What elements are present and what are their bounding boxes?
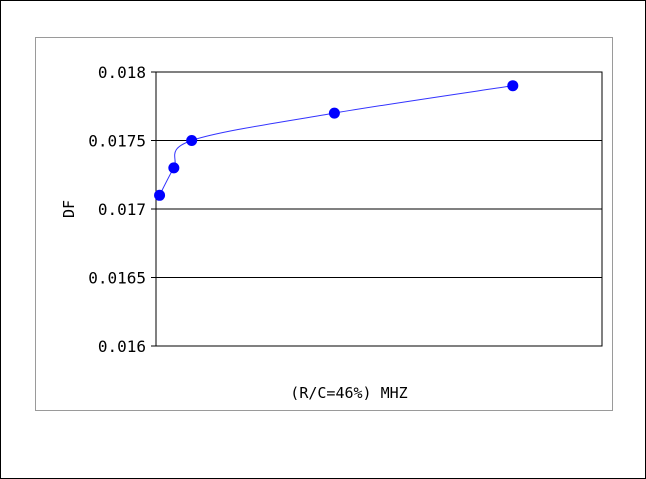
y-tick-label: 0.0175 [88,132,146,151]
data-point [154,189,166,201]
data-point [186,135,198,146]
y-axis-title: DF [60,200,78,218]
data-point [168,162,180,174]
gridlines [156,71,602,347]
y-tick-label: 0.016 [98,337,146,356]
x-axis-title: (R/C=46%) MHZ [290,384,407,402]
chart-area: 0.016 0.0165 0.017 0.0175 0.018 DF (R/C=46%)… [35,37,613,411]
y-tick-label: 0.018 [98,63,146,82]
data-points [154,80,519,201]
y-tick-label: 0.017 [98,200,146,219]
y-tick-label: 0.0165 [88,269,146,288]
y-tick-labels: 0.016 0.0165 0.017 0.0175 0.018 [88,63,156,356]
chart-svg: 0.016 0.0165 0.017 0.0175 0.018 DF (R/C=46%)… [60,63,603,402]
data-point [328,107,340,119]
data-point [507,80,519,92]
